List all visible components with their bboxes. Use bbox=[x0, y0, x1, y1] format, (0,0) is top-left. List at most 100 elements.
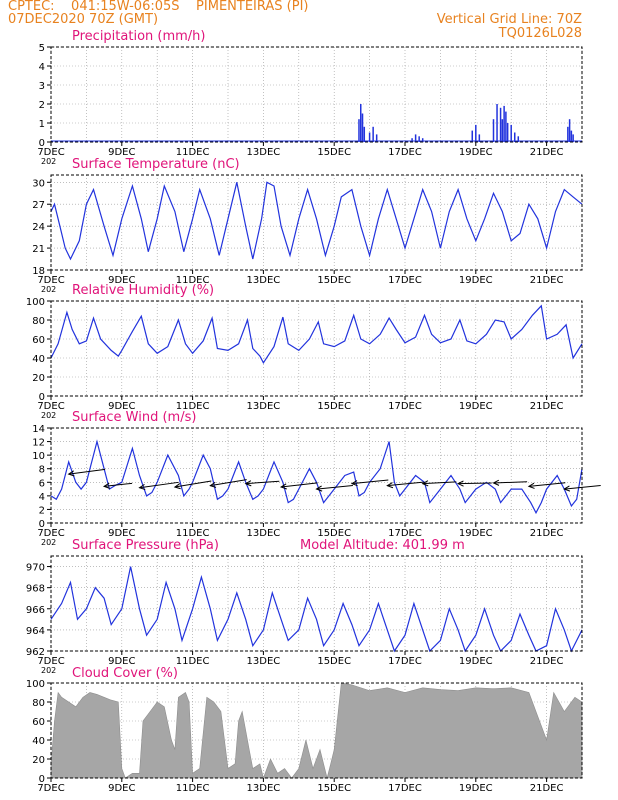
precip-bar bbox=[363, 126, 366, 142]
precip-bar bbox=[505, 111, 507, 142]
precip-bar bbox=[517, 136, 520, 142]
cloud-xtick-label: 7DEC bbox=[37, 783, 64, 794]
pressure-xtick-label: 11DEC bbox=[176, 656, 210, 667]
wind-arrow-head bbox=[138, 483, 146, 491]
cloud-ytick-label: 40 bbox=[32, 736, 45, 747]
precip-xtick-label: 11DEC bbox=[176, 147, 210, 158]
rh-frame bbox=[50, 300, 583, 397]
cloud-xtick-label: 21DEC bbox=[530, 783, 564, 794]
precip-bar bbox=[360, 104, 362, 142]
rh-title: Relative Humidity (%) bbox=[72, 283, 214, 298]
wind-ytick-label: 10 bbox=[32, 451, 45, 462]
precip-bar bbox=[510, 124, 512, 142]
rh-xtick-label: 9DEC bbox=[108, 401, 135, 412]
wind-xtick-label: 7DEC bbox=[37, 528, 64, 539]
pressure-xtick-label: 19DEC bbox=[459, 656, 493, 667]
rh-xtick-label: 15DEC bbox=[317, 401, 351, 412]
temp-ytick-label: 30 bbox=[32, 178, 45, 189]
header-grid-line: Vertical Grid Line: 70Z bbox=[436, 12, 582, 27]
rh-ytick-label: 40 bbox=[32, 354, 45, 365]
wind-arrow bbox=[458, 482, 492, 485]
cloud-xtick-label: 17DEC bbox=[388, 783, 422, 794]
cloud-xtick-label: 13DEC bbox=[247, 783, 281, 794]
temp-title: Surface Temperature (nC) bbox=[72, 157, 240, 172]
wind-ytick-label: 12 bbox=[32, 438, 45, 449]
wind-year-cut: 202 bbox=[41, 538, 56, 547]
wind-arrow-head bbox=[173, 483, 181, 490]
precip-bar bbox=[568, 119, 571, 142]
temp-ytick-label: 27 bbox=[32, 200, 45, 211]
precip-bar bbox=[478, 134, 481, 142]
pressure-frame bbox=[50, 555, 583, 652]
wind-arrow bbox=[139, 481, 179, 489]
wind-xtick-label: 9DEC bbox=[108, 528, 135, 539]
temp-xtick-label: 15DEC bbox=[317, 275, 351, 286]
wind-arrow bbox=[210, 479, 247, 487]
wind-arrow bbox=[422, 481, 457, 485]
wind-arrow-head bbox=[350, 480, 358, 487]
precip-xtick-label: 21DEC bbox=[530, 147, 564, 158]
wind-arrow bbox=[68, 468, 106, 475]
header-date: 07DEC2020 70Z (GMT) bbox=[8, 12, 159, 27]
cloud-ytick-label: 100 bbox=[26, 679, 45, 690]
wind-arrow bbox=[493, 481, 528, 484]
precip-year-cut: 202 bbox=[41, 157, 56, 166]
pressure-xtick-label: 21DEC bbox=[530, 656, 564, 667]
precip-bar bbox=[506, 123, 509, 142]
wind-xtick-label: 21DEC bbox=[530, 528, 564, 539]
rh-xtick-label: 19DEC bbox=[459, 401, 493, 412]
pressure-panel: Surface Pressure (hPa) Model Altitude: 40… bbox=[26, 538, 583, 675]
wind-xtick-label: 17DEC bbox=[388, 528, 422, 539]
temp-panel: Surface Temperature (nC) 18 21 24 27 30 7DEC 9D… bbox=[32, 157, 583, 294]
rh-ytick-label: 20 bbox=[32, 373, 45, 384]
pressure-xtick-label: 7DEC bbox=[37, 656, 64, 667]
cloud-ytick-label: 60 bbox=[32, 717, 45, 728]
wind-xtick-label: 19DEC bbox=[459, 528, 493, 539]
wind-title: Surface Wind (m/s) bbox=[72, 410, 196, 425]
temp-line bbox=[50, 181, 583, 261]
precip-bar bbox=[503, 105, 505, 142]
rh-year-cut: 202 bbox=[41, 411, 56, 420]
precip-xtick-label: 7DEC bbox=[37, 147, 64, 158]
rh-xtick-label: 21DEC bbox=[530, 401, 564, 412]
precip-bar bbox=[492, 119, 495, 142]
pressure-xtick-label: 15DEC bbox=[317, 656, 351, 667]
rh-ytick-label: 100 bbox=[26, 297, 45, 308]
rh-xtick-label: 11DEC bbox=[176, 401, 210, 412]
cloud-ytick-label: 20 bbox=[32, 755, 45, 766]
rh-ytick-label: 60 bbox=[32, 335, 45, 346]
precip-ytick-label: 0 bbox=[39, 138, 45, 149]
pressure-ytick-label: 968 bbox=[26, 584, 45, 595]
precip-bar bbox=[513, 132, 516, 142]
precip-bar bbox=[418, 136, 420, 142]
wind-arrow-head bbox=[492, 479, 500, 486]
rh-line bbox=[50, 304, 583, 364]
wind-arrow-head bbox=[67, 470, 75, 477]
wind-arrow-head bbox=[386, 482, 394, 489]
precip-ytick-label: 3 bbox=[39, 81, 45, 92]
pressure-ytick-label: 962 bbox=[26, 647, 45, 658]
wind-arrow bbox=[387, 481, 424, 487]
cloud-area bbox=[50, 682, 583, 780]
precip-bar bbox=[567, 126, 569, 142]
wind-arrow-head bbox=[527, 482, 535, 489]
wind-ytick-label: 8 bbox=[39, 465, 45, 476]
rh-ytick-label: 0 bbox=[39, 392, 45, 403]
precip-bar bbox=[368, 132, 371, 142]
pressure-year-cut: 202 bbox=[41, 666, 56, 675]
rh-panel: Relative Humidity (%) 0 20 40 60 80 100 7DEC 9DE… bbox=[26, 283, 583, 420]
wind-xtick-label: 15DEC bbox=[317, 528, 351, 539]
cloud-xtick-label: 11DEC bbox=[176, 783, 210, 794]
pressure-xtick-label: 13DEC bbox=[247, 656, 281, 667]
pressure-ytick-label: 970 bbox=[26, 563, 45, 574]
cloud-xtick-label: 19DEC bbox=[459, 783, 493, 794]
temp-frame bbox=[50, 174, 583, 271]
cloud-ytick-label: 0 bbox=[39, 774, 45, 785]
cloud-xtick-label: 15DEC bbox=[317, 783, 351, 794]
pressure-ytick-label: 964 bbox=[26, 626, 45, 637]
precip-bar bbox=[375, 134, 378, 142]
temp-xtick-label: 9DEC bbox=[108, 275, 135, 286]
temp-year-cut: 202 bbox=[41, 285, 56, 294]
precip-title: Precipitation (mm/h) bbox=[72, 29, 205, 44]
